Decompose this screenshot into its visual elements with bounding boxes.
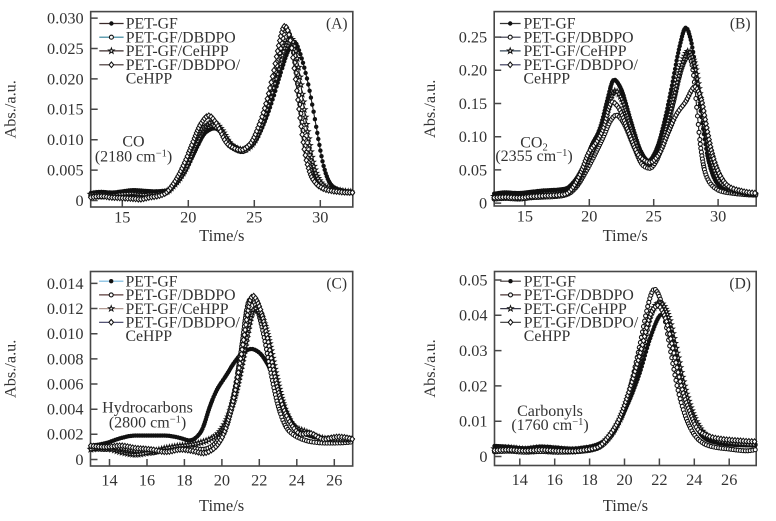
svg-text:PET-GF/DBDPO/: PET-GF/DBDPO/ bbox=[126, 315, 241, 332]
svg-text:15: 15 bbox=[114, 208, 130, 227]
svg-text:18: 18 bbox=[581, 470, 597, 489]
svg-text:0.012: 0.012 bbox=[47, 299, 84, 318]
svg-text:0.01: 0.01 bbox=[459, 412, 488, 431]
svg-text:0.010: 0.010 bbox=[47, 324, 84, 343]
svg-text:0.008: 0.008 bbox=[47, 349, 84, 368]
svg-text:0.25: 0.25 bbox=[459, 28, 488, 47]
svg-text:0.05: 0.05 bbox=[459, 270, 488, 289]
svg-text:0.010: 0.010 bbox=[47, 130, 84, 149]
svg-text:CeHPP: CeHPP bbox=[126, 328, 173, 345]
svg-text:(C): (C) bbox=[326, 276, 347, 293]
svg-text:25: 25 bbox=[646, 207, 662, 226]
svg-text:(1760 cm−1): (1760 cm−1) bbox=[511, 417, 588, 434]
svg-text:20: 20 bbox=[214, 471, 230, 490]
svg-text:24: 24 bbox=[686, 470, 702, 489]
svg-text:PET-GF/CeHPP: PET-GF/CeHPP bbox=[126, 43, 229, 60]
svg-text:0.05: 0.05 bbox=[459, 160, 488, 179]
svg-text:PET-GF/DBDPO: PET-GF/DBDPO bbox=[126, 287, 236, 304]
svg-text:PET-GF: PET-GF bbox=[524, 16, 576, 33]
svg-text:0.15: 0.15 bbox=[459, 94, 488, 113]
svg-text:CeHPP: CeHPP bbox=[524, 71, 571, 88]
svg-text:Carbonyls: Carbonyls bbox=[517, 403, 583, 420]
svg-text:0.015: 0.015 bbox=[47, 100, 84, 119]
svg-text:0.030: 0.030 bbox=[47, 9, 84, 28]
svg-text:PET-GF/DBDPO/: PET-GF/DBDPO/ bbox=[524, 57, 639, 74]
svg-text:CO: CO bbox=[122, 134, 144, 151]
svg-text:(B): (B) bbox=[730, 16, 751, 33]
svg-text:CO2: CO2 bbox=[520, 135, 547, 154]
svg-text:PET-GF/CeHPP: PET-GF/CeHPP bbox=[524, 301, 627, 318]
svg-text:20: 20 bbox=[616, 470, 632, 489]
svg-text:CeHPP: CeHPP bbox=[126, 71, 173, 88]
svg-text:PET-GF: PET-GF bbox=[126, 273, 178, 290]
svg-text:0.002: 0.002 bbox=[47, 425, 84, 444]
svg-text:Abs./a.u.: Abs./a.u. bbox=[420, 80, 439, 138]
svg-text:PET-GF/DBDPO: PET-GF/DBDPO bbox=[524, 287, 634, 304]
svg-text:(2800 cm−1): (2800 cm−1) bbox=[109, 415, 186, 432]
svg-text:0: 0 bbox=[76, 191, 84, 210]
svg-text:0: 0 bbox=[479, 194, 487, 213]
svg-text:0.020: 0.020 bbox=[47, 69, 84, 88]
svg-text:20: 20 bbox=[581, 207, 597, 226]
svg-text:PET-GF/DBDPO/: PET-GF/DBDPO/ bbox=[524, 315, 639, 332]
svg-text:0.10: 0.10 bbox=[459, 127, 488, 146]
svg-text:22: 22 bbox=[251, 471, 267, 490]
svg-text:14: 14 bbox=[101, 471, 117, 490]
svg-text:0.20: 0.20 bbox=[459, 61, 488, 80]
svg-text:Hydrocarbons: Hydrocarbons bbox=[102, 400, 193, 417]
svg-text:PET-GF/CeHPP: PET-GF/CeHPP bbox=[126, 301, 229, 318]
svg-text:0.02: 0.02 bbox=[459, 376, 488, 395]
svg-text:PET-GF: PET-GF bbox=[524, 273, 576, 290]
svg-text:Time/s: Time/s bbox=[603, 226, 648, 245]
svg-text:0: 0 bbox=[75, 450, 83, 469]
svg-text:(A): (A) bbox=[326, 16, 348, 33]
svg-text:26: 26 bbox=[721, 470, 737, 489]
svg-text:PET-GF/CeHPP: PET-GF/CeHPP bbox=[524, 43, 627, 60]
svg-text:0.006: 0.006 bbox=[47, 374, 84, 393]
svg-text:CeHPP: CeHPP bbox=[524, 328, 571, 345]
svg-text:26: 26 bbox=[326, 471, 342, 490]
svg-text:0.03: 0.03 bbox=[459, 341, 488, 360]
svg-text:PET-GF: PET-GF bbox=[126, 16, 178, 33]
svg-text:30: 30 bbox=[312, 208, 328, 227]
svg-text:20: 20 bbox=[180, 208, 196, 227]
svg-text:Abs./a.u.: Abs./a.u. bbox=[1, 80, 20, 138]
svg-text:22: 22 bbox=[651, 470, 667, 489]
svg-text:0.025: 0.025 bbox=[47, 39, 84, 58]
svg-text:(2355 cm−1): (2355 cm−1) bbox=[495, 148, 572, 165]
svg-text:PET-GF/DBDPO: PET-GF/DBDPO bbox=[524, 29, 634, 46]
svg-text:Time/s: Time/s bbox=[199, 226, 244, 245]
svg-text:14: 14 bbox=[512, 470, 528, 489]
svg-text:16: 16 bbox=[139, 471, 155, 490]
svg-text:(D): (D) bbox=[729, 276, 751, 293]
svg-text:18: 18 bbox=[176, 471, 192, 490]
svg-text:0: 0 bbox=[479, 447, 487, 466]
svg-text:0.005: 0.005 bbox=[47, 161, 84, 180]
svg-text:PET-GF/DBDPO/: PET-GF/DBDPO/ bbox=[126, 57, 241, 74]
svg-text:PET-GF/DBDPO: PET-GF/DBDPO bbox=[126, 29, 236, 46]
svg-text:Abs./a.u.: Abs./a.u. bbox=[1, 340, 20, 398]
svg-text:Time/s: Time/s bbox=[603, 496, 648, 515]
svg-text:(2180 cm−1): (2180 cm−1) bbox=[95, 148, 172, 165]
svg-text:15: 15 bbox=[517, 207, 533, 226]
svg-text:0.04: 0.04 bbox=[459, 306, 488, 325]
svg-text:Abs./a.u.: Abs./a.u. bbox=[420, 339, 439, 397]
svg-text:Time/s: Time/s bbox=[199, 496, 244, 515]
svg-text:24: 24 bbox=[289, 471, 305, 490]
svg-text:30: 30 bbox=[710, 207, 726, 226]
svg-text:25: 25 bbox=[246, 208, 262, 227]
svg-text:0.004: 0.004 bbox=[47, 400, 84, 419]
svg-text:16: 16 bbox=[547, 470, 563, 489]
svg-text:0.014: 0.014 bbox=[47, 274, 84, 293]
